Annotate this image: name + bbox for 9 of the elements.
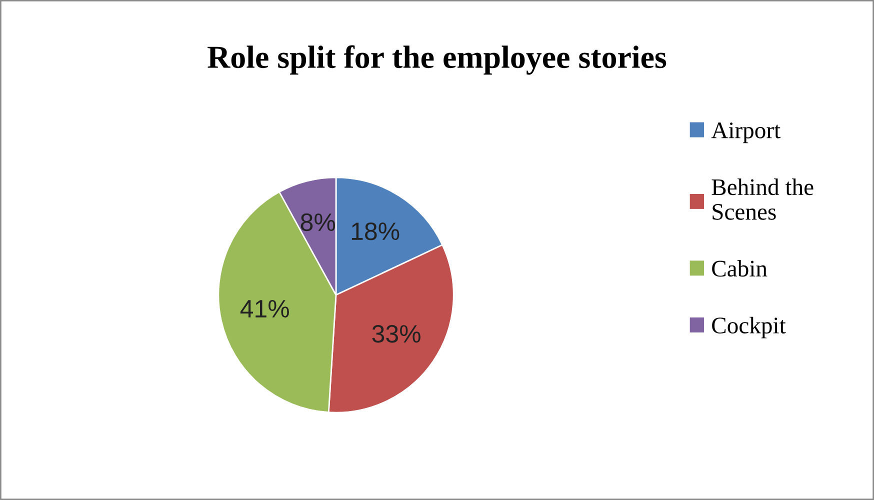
chart-title: Role split for the employee stories: [208, 45, 666, 75]
legend-label: Cockpit: [712, 316, 786, 338]
data-label: 41%: [240, 300, 289, 318]
data-label: 33%: [372, 324, 420, 343]
legend-label: Cabin: [712, 260, 768, 277]
data-label: 18%: [352, 222, 400, 240]
data-label: 8%: [300, 213, 336, 232]
legend-label: Airport: [711, 122, 780, 144]
legend-label: Behind the Scenes: [712, 178, 814, 220]
